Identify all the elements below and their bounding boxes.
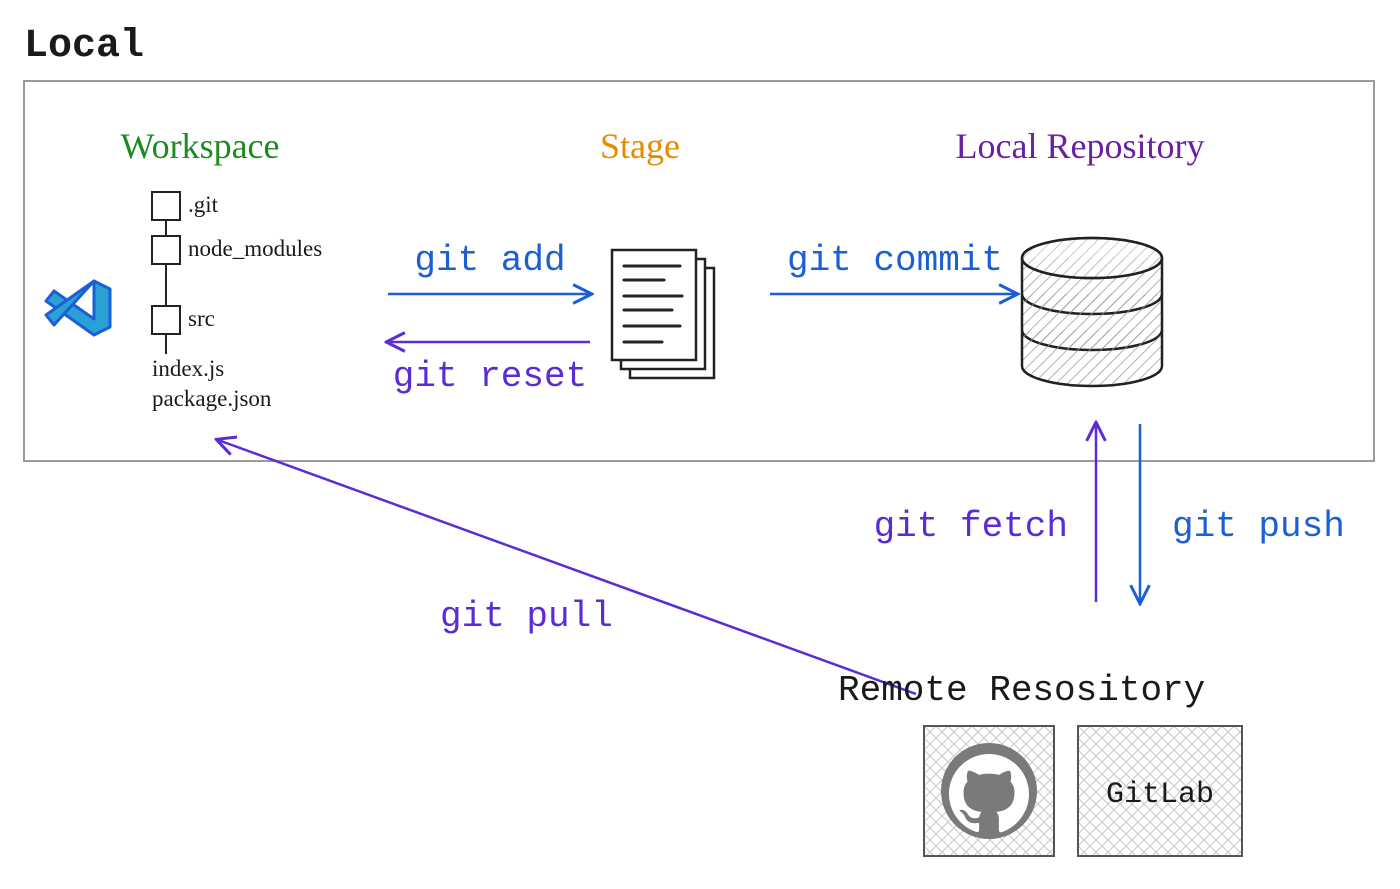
cmd-add: git add bbox=[414, 240, 565, 281]
db-icon bbox=[1022, 238, 1162, 386]
file-3: index.js bbox=[152, 356, 224, 381]
cmd-pull: git pull bbox=[440, 596, 613, 637]
stage-title: Stage bbox=[600, 126, 680, 166]
cmd-push: git push bbox=[1172, 506, 1345, 547]
remote-title: Remote Resository bbox=[838, 670, 1205, 711]
local-repo-title: Local Repository bbox=[956, 126, 1205, 166]
local-title: Local bbox=[24, 24, 144, 69]
cmd-fetch: git fetch bbox=[874, 506, 1068, 547]
file-tree: .git node_modules src index.js package.j… bbox=[152, 192, 322, 411]
workspace-title: Workspace bbox=[120, 126, 279, 166]
file-0: .git bbox=[188, 192, 219, 217]
gitlab-label: GitLab bbox=[1106, 778, 1214, 812]
cmd-reset: git reset bbox=[393, 356, 587, 397]
file-4: package.json bbox=[152, 386, 272, 411]
vscode-icon bbox=[46, 281, 110, 335]
gitlab-icon: GitLab bbox=[1078, 726, 1242, 856]
cmd-commit: git commit bbox=[787, 240, 1003, 281]
stage-icon bbox=[612, 250, 714, 378]
file-2: src bbox=[188, 306, 215, 331]
github-icon bbox=[924, 726, 1054, 856]
arrow-pull bbox=[218, 440, 916, 694]
file-1: node_modules bbox=[188, 236, 322, 261]
